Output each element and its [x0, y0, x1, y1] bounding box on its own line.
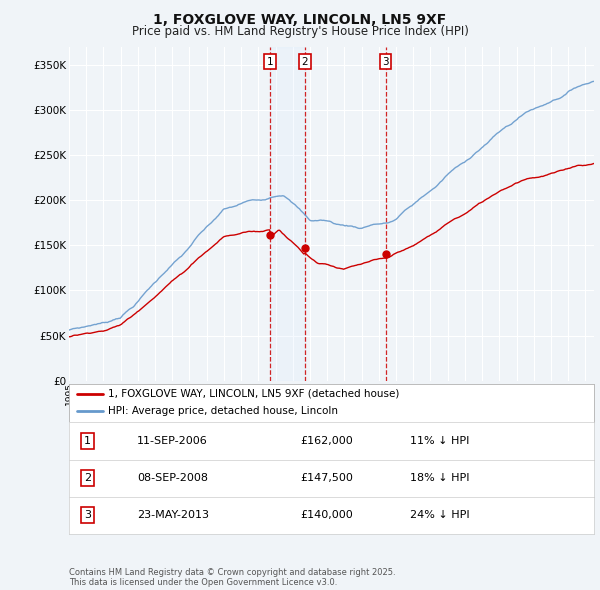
- Text: Price paid vs. HM Land Registry's House Price Index (HPI): Price paid vs. HM Land Registry's House …: [131, 25, 469, 38]
- Text: HPI: Average price, detached house, Lincoln: HPI: Average price, detached house, Linc…: [109, 407, 338, 417]
- Text: 24% ↓ HPI: 24% ↓ HPI: [410, 510, 470, 520]
- Text: £147,500: £147,500: [300, 473, 353, 483]
- Text: £162,000: £162,000: [300, 436, 353, 446]
- Text: 23-MAY-2013: 23-MAY-2013: [137, 510, 209, 520]
- Text: 1, FOXGLOVE WAY, LINCOLN, LN5 9XF (detached house): 1, FOXGLOVE WAY, LINCOLN, LN5 9XF (detac…: [109, 389, 400, 399]
- Text: Contains HM Land Registry data © Crown copyright and database right 2025.
This d: Contains HM Land Registry data © Crown c…: [69, 568, 395, 587]
- Text: 11% ↓ HPI: 11% ↓ HPI: [410, 436, 470, 446]
- Text: 11-SEP-2006: 11-SEP-2006: [137, 436, 208, 446]
- Text: 2: 2: [84, 473, 91, 483]
- Text: 3: 3: [84, 510, 91, 520]
- Text: 1: 1: [84, 436, 91, 446]
- Text: 18% ↓ HPI: 18% ↓ HPI: [410, 473, 470, 483]
- Bar: [270, 47, 305, 381]
- Text: 3: 3: [382, 57, 389, 67]
- Text: 08-SEP-2008: 08-SEP-2008: [137, 473, 208, 483]
- Text: 1: 1: [267, 57, 274, 67]
- Text: 2: 2: [301, 57, 308, 67]
- Text: 1, FOXGLOVE WAY, LINCOLN, LN5 9XF: 1, FOXGLOVE WAY, LINCOLN, LN5 9XF: [154, 13, 446, 27]
- Text: £140,000: £140,000: [300, 510, 353, 520]
